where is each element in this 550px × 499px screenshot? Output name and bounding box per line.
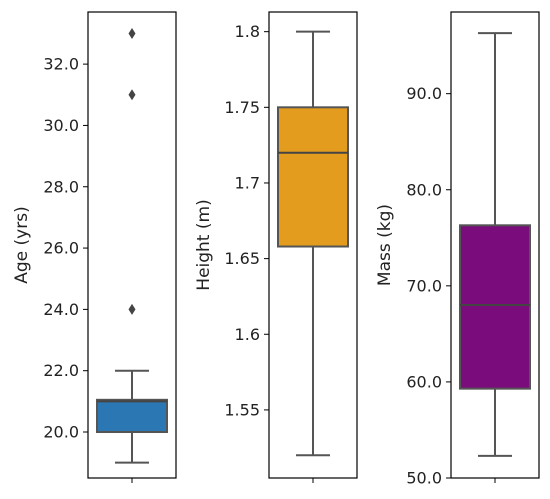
boxplot-panel-3: 50.0 60.0 70.0 80.0 90.0 Mass (kg) bbox=[375, 11, 540, 488]
y-axis-label: Mass (kg) bbox=[375, 204, 395, 286]
boxplot-panel-2: 1.55 1.6 1.65 1.7 1.75 1.8 Height (m) bbox=[194, 11, 358, 483]
y-tick-label: 32.0 bbox=[43, 55, 79, 74]
boxplot-panel-1: 20.0 22.0 24.0 26.0 28.0 30.0 32.0 Age (yrs) bbox=[12, 11, 177, 483]
y-tick-label: 50.0 bbox=[406, 469, 442, 488]
y-tick-label: 70.0 bbox=[406, 276, 442, 295]
y-tick-label: 80.0 bbox=[406, 180, 442, 199]
iqr-box bbox=[96, 398, 168, 434]
y-tick-label: 1.8 bbox=[235, 22, 260, 41]
y-tick-label: 60.0 bbox=[406, 372, 442, 391]
y-tick-label: 1.6 bbox=[235, 325, 260, 344]
axes-frame bbox=[87, 11, 177, 479]
iqr-box bbox=[277, 106, 349, 248]
y-tick-label: 20.0 bbox=[43, 423, 79, 442]
y-tick-label: 90.0 bbox=[406, 84, 442, 103]
y-tick-label: 24.0 bbox=[43, 300, 79, 319]
outlier-point bbox=[128, 27, 136, 39]
y-tick-label: 30.0 bbox=[43, 116, 79, 135]
outlier-point bbox=[128, 89, 136, 101]
y-tick-label: 22.0 bbox=[43, 361, 79, 380]
y-tick-label: 28.0 bbox=[43, 177, 79, 196]
y-tick-label: 1.75 bbox=[224, 98, 260, 117]
y-tick-label: 1.65 bbox=[224, 249, 260, 268]
y-tick-label: 1.7 bbox=[235, 173, 260, 192]
y-axis-label: Age (yrs) bbox=[12, 206, 32, 283]
y-tick-label: 26.0 bbox=[43, 239, 79, 258]
axes-frame bbox=[268, 11, 358, 479]
iqr-box bbox=[459, 224, 531, 390]
y-axis-label: Height (m) bbox=[194, 199, 214, 290]
axes-frame bbox=[450, 11, 540, 479]
y-tick-label: 1.55 bbox=[224, 400, 260, 419]
outlier-point bbox=[128, 303, 136, 315]
